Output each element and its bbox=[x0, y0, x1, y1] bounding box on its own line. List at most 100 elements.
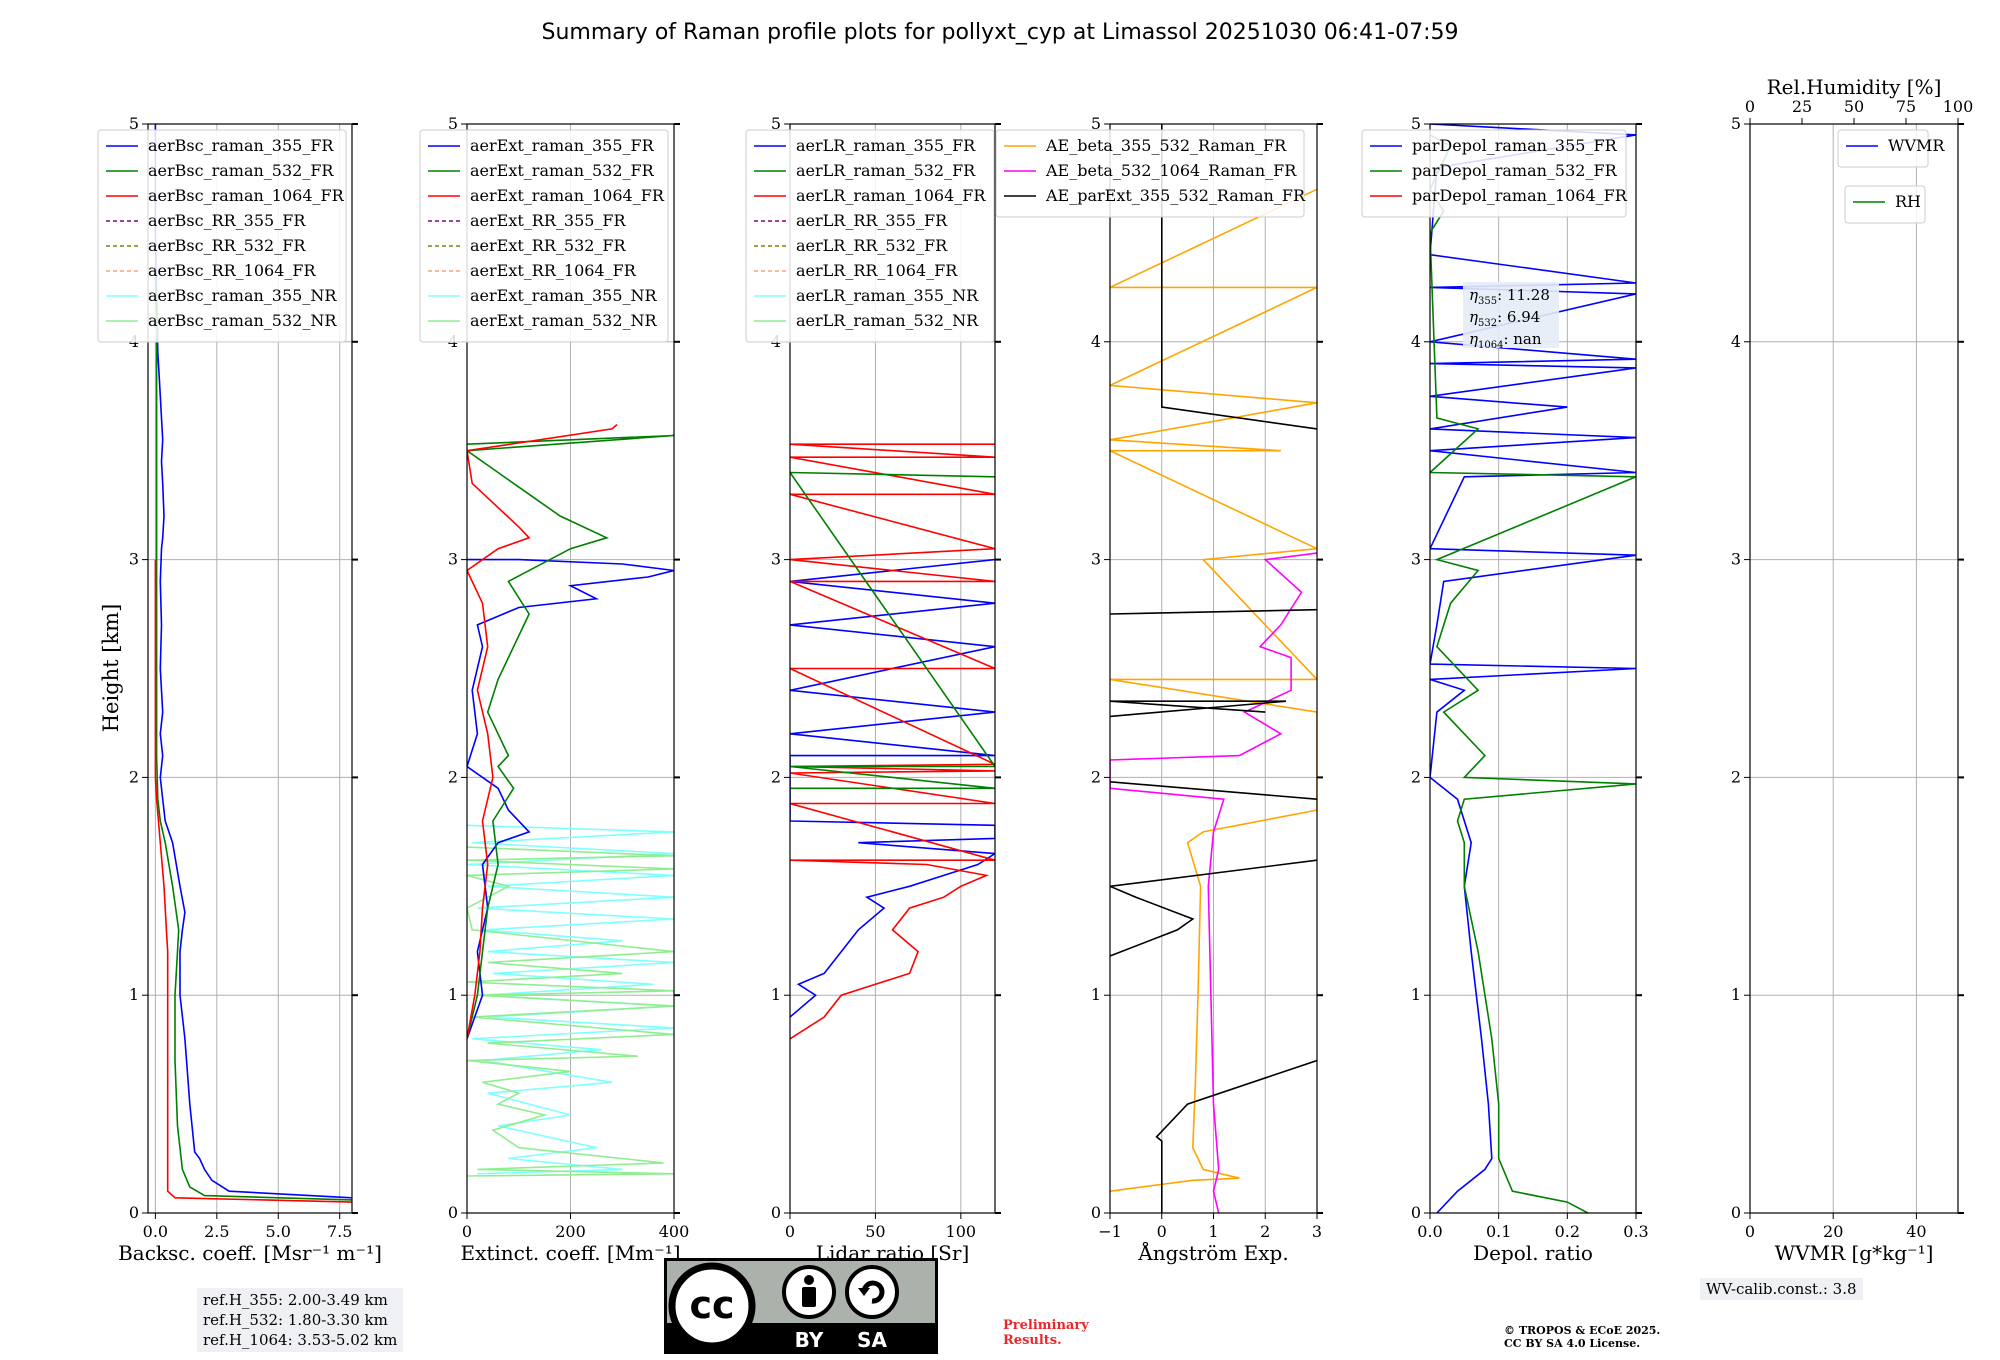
legend-label: aerExt_raman_532_NR bbox=[470, 311, 658, 330]
legend-label: aerExt_RR_355_FR bbox=[470, 211, 627, 230]
legend-label: aerExt_raman_1064_FR bbox=[470, 186, 665, 205]
legend-label: aerBsc_raman_532_FR bbox=[148, 161, 334, 180]
x-tick-label: 0 bbox=[462, 1222, 472, 1241]
x-tick-label: 0.1 bbox=[1486, 1222, 1511, 1241]
preliminary-note: Preliminary Results. bbox=[1003, 1318, 1089, 1348]
series-AE_parExt_355_532_Raman_FR bbox=[1110, 700, 1287, 718]
preliminary-line-2: Results. bbox=[1003, 1333, 1062, 1348]
copyright-line-1: © TROPOS & ECoE 2025. bbox=[1504, 1324, 1661, 1337]
axes-frame bbox=[1429, 123, 1637, 1214]
legend-label: aerBsc_RR_532_FR bbox=[148, 236, 306, 255]
ref-height-532: ref.H_532: 1.80-3.30 km bbox=[203, 1311, 388, 1329]
top-x-tick-label: 0 bbox=[1745, 97, 1755, 116]
y-tick-label: 5 bbox=[771, 114, 781, 133]
series-group bbox=[1110, 124, 1317, 1213]
y-tick-label: 3 bbox=[1411, 550, 1421, 569]
figure-title: Summary of Raman profile plots for polly… bbox=[541, 20, 1459, 45]
legend-box bbox=[1837, 129, 1929, 168]
y-tick-label: 1 bbox=[771, 985, 781, 1004]
series-AE_parExt_355_532_Raman_FR bbox=[1161, 124, 1317, 430]
y-tick-label: 0 bbox=[448, 1203, 458, 1222]
x-tick-label: 0.2 bbox=[1555, 1222, 1580, 1241]
x-tick-label: 40 bbox=[1906, 1222, 1926, 1241]
x-tick-label: 200 bbox=[555, 1222, 586, 1241]
copyright-line-2: CC BY SA 4.0 License. bbox=[1504, 1337, 1641, 1350]
panel-bsc: 0.02.55.07.5012345Backsc. coeff. [Msr⁻¹ … bbox=[97, 114, 382, 1265]
axes-frame bbox=[1749, 123, 1959, 1214]
legend-label: aerBsc_raman_355_NR bbox=[148, 286, 337, 305]
y-tick-label: 4 bbox=[1411, 332, 1421, 351]
panel-depol: 0.0 0.1 0.2 0.3 0 1 2 3 4 5 Depol. ratio parDepol_r… bbox=[1361, 114, 1649, 1265]
series-group bbox=[790, 443, 995, 1040]
y-tick-label: 0 bbox=[1731, 1203, 1741, 1222]
legend-label: aerExt_raman_355_FR bbox=[470, 136, 655, 155]
x-tick-label: 0 bbox=[1745, 1222, 1755, 1241]
series-aerBsc_raman_532_FR bbox=[154, 276, 352, 1201]
x-tick-label: 5.0 bbox=[266, 1222, 291, 1241]
legend-label: aerLR_RR_355_FR bbox=[796, 211, 948, 230]
legend-label: AE_beta_532_1064_Raman_FR bbox=[1045, 161, 1297, 180]
x-tick-label: 20 bbox=[1823, 1222, 1843, 1241]
legend-depol: parDepol_raman_355_FR parDepol_raman_532_… bbox=[1361, 129, 1628, 218]
legend-box bbox=[745, 129, 995, 343]
y-tick-label: 3 bbox=[448, 550, 458, 569]
y-tick-label: 1 bbox=[1411, 985, 1421, 1004]
x-tick-label: 7.5 bbox=[327, 1222, 352, 1241]
x-tick-label: 2.5 bbox=[204, 1222, 229, 1241]
legend-label: AE_parExt_355_532_Raman_FR bbox=[1045, 186, 1306, 205]
series-AE_parExt_355_532_Raman_FR bbox=[1110, 781, 1317, 800]
legend-label: aerExt_raman_355_NR bbox=[470, 286, 658, 305]
x-tick-label: 0.0 bbox=[1417, 1222, 1442, 1241]
legend-box bbox=[995, 129, 1305, 218]
legend-label: aerLR_raman_532_FR bbox=[796, 161, 976, 180]
by-text: BY bbox=[795, 1328, 824, 1352]
cc-by-sa-badge: cc BY SA bbox=[664, 1258, 938, 1354]
panel-wv: 0 20 40 0 1 2 3 4 5 WVMR [g*kg⁻¹] 0 25 50 75 100Rel.Hu… bbox=[1731, 75, 1973, 1265]
series-AE_beta_532_1064_Raman_FR bbox=[1110, 552, 1317, 1213]
y-tick-label: 5 bbox=[1731, 114, 1741, 133]
series-AE_beta_355_532_Raman_FR bbox=[1110, 188, 1317, 1192]
legend-label: aerBsc_RR_1064_FR bbox=[148, 261, 317, 280]
legend-label: aerExt_raman_532_FR bbox=[470, 161, 655, 180]
x-axis-label: Extinct. coeff. [Mm⁻¹] bbox=[460, 1241, 680, 1265]
y-tick-label: 1 bbox=[1091, 985, 1101, 1004]
series-group bbox=[467, 423, 674, 1177]
y-tick-label: 3 bbox=[771, 550, 781, 569]
y-tick-label: 4 bbox=[1731, 332, 1741, 351]
y-tick-label: 2 bbox=[448, 767, 458, 786]
y-tick-label: 5 bbox=[448, 114, 458, 133]
x-axis-label: Ångström Exp. bbox=[1137, 1240, 1288, 1265]
axes-frame bbox=[789, 123, 996, 1214]
legend-ext: aerExt_raman_355_FR aerExt_raman_532_FRae… bbox=[419, 129, 669, 343]
top-x-axis-label: Rel.Humidity [%] bbox=[1767, 75, 1942, 99]
ref-height-355: ref.H_355: 2.00-3.49 km bbox=[203, 1291, 388, 1309]
series-aerLR_raman_1064_FR bbox=[790, 443, 995, 1040]
y-tick-label: 2 bbox=[1411, 767, 1421, 786]
legend-box bbox=[97, 129, 347, 343]
top-x-tick-label: 50 bbox=[1844, 97, 1864, 116]
legend-label: aerBsc_raman_532_NR bbox=[148, 311, 337, 330]
y-tick-label: 0 bbox=[1091, 1203, 1101, 1222]
series-aerExt_raman_532_NR bbox=[467, 842, 674, 1177]
series-aerBsc_raman_1064_FR bbox=[154, 559, 352, 1203]
y-tick-label: 2 bbox=[1731, 767, 1741, 786]
axes-frame bbox=[147, 123, 353, 1214]
y-tick-label: 2 bbox=[771, 767, 781, 786]
series-aerExt_raman_355_NR bbox=[467, 824, 674, 1175]
x-tick-label: 0 bbox=[785, 1222, 795, 1241]
sa-text: SA bbox=[857, 1328, 887, 1352]
y-tick-label: 2 bbox=[129, 767, 139, 786]
series-group bbox=[154, 124, 352, 1203]
legend-label: aerLR_RR_1064_FR bbox=[796, 261, 958, 280]
legend-label: parDepol_raman_355_FR bbox=[1412, 136, 1618, 155]
y-tick-label: 2 bbox=[1091, 767, 1101, 786]
panel-ext: 0200400012345Extinct. coeff. [Mm⁻¹]aerEx… bbox=[419, 114, 689, 1265]
x-axis-label: Backsc. coeff. [Msr⁻¹ m⁻¹] bbox=[118, 1241, 382, 1265]
legend-label: aerExt_RR_1064_FR bbox=[470, 261, 637, 280]
legend-label: parDepol_raman_532_FR bbox=[1412, 161, 1618, 180]
legend-ae: AE_beta_355_532_Raman_FR AE_beta_532_1064… bbox=[995, 129, 1306, 218]
legend-label: AE_beta_355_532_Raman_FR bbox=[1045, 136, 1287, 155]
